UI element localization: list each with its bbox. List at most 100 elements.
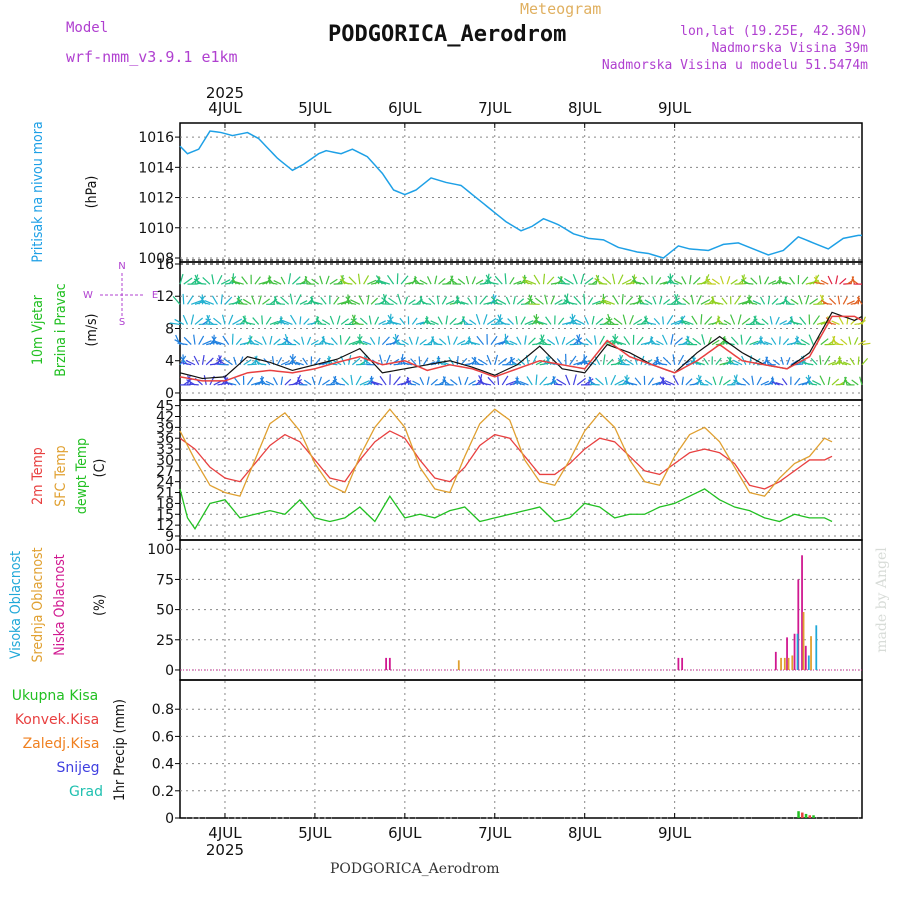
wind-arrow — [505, 342, 514, 346]
wind-arrow — [379, 375, 387, 386]
wind-arrow — [350, 299, 361, 305]
wind-arrow — [381, 336, 390, 346]
y-tick-label: 30 — [156, 453, 174, 469]
wind-arrow — [378, 336, 380, 345]
wind-arrow — [357, 273, 361, 285]
wind-arrow — [392, 336, 402, 346]
wind-arrow — [613, 317, 623, 325]
wind-arrow — [790, 316, 793, 325]
wind-arrow — [789, 276, 796, 285]
wind-arrow — [234, 377, 241, 386]
wind-arrow — [524, 320, 534, 326]
wind-arrow — [243, 359, 252, 366]
wind-arrow — [607, 313, 612, 325]
top-day-label: 4JUL — [208, 99, 242, 117]
wind-arrow — [433, 343, 443, 346]
wind-arrow — [415, 336, 419, 345]
wind-arrow — [834, 343, 844, 346]
wind-arrow — [573, 296, 582, 305]
wind-arrow — [515, 381, 525, 386]
wind-arrow — [819, 375, 826, 386]
wind-arrow — [445, 300, 455, 305]
wind-arrow — [215, 340, 226, 346]
wind-arrow — [355, 335, 363, 345]
wind-arrow — [449, 317, 457, 325]
product-title: Meteogram — [520, 0, 602, 18]
wind-arrow — [467, 337, 473, 345]
wind-arrow — [690, 360, 702, 366]
wind-arrow — [190, 314, 195, 325]
wind-arrow — [545, 316, 552, 325]
wind-arrow — [849, 357, 856, 366]
wind-arrow — [610, 374, 617, 386]
wind-arrow — [426, 376, 430, 386]
wind-arrow — [542, 273, 546, 285]
y-tick-label: 12 — [156, 518, 174, 534]
wind-arrow — [528, 294, 533, 305]
wind-arrow — [816, 321, 826, 326]
cloud-ylabel-low: Niska Oblacnost — [52, 554, 68, 656]
wind-arrow — [419, 279, 428, 285]
wind-arrow — [647, 377, 654, 386]
wind-arrow — [639, 302, 649, 305]
wind-arrow — [252, 317, 260, 325]
panel-frame-pressure — [179, 122, 863, 263]
cloud-ylabel-high: Visoka Oblacnost — [8, 551, 24, 659]
wind-arrow — [837, 295, 841, 305]
wind-arrow — [501, 375, 509, 386]
wind-arrow — [546, 276, 555, 285]
wind-arrow — [292, 361, 301, 366]
wind-arrow — [246, 336, 253, 345]
wind-arrow — [761, 318, 769, 325]
wind-arrow — [183, 336, 192, 346]
wind-arrow — [490, 335, 498, 345]
wind-arrow — [408, 336, 413, 345]
wind-arrow — [428, 297, 436, 305]
wind-arrow — [753, 315, 758, 325]
wind-arrow — [509, 277, 515, 285]
lonlat-info: lon,lat (19.25E, 42.36N) — [680, 24, 868, 39]
wind-arrow — [321, 335, 325, 345]
wind-ylabel-2: Brzina i Pravac — [53, 283, 69, 377]
wind-arrow — [674, 293, 679, 305]
wind-arrow — [445, 315, 449, 325]
wind-arrow — [205, 318, 215, 325]
wind-arrow — [721, 297, 728, 305]
wind-arrow — [691, 315, 698, 325]
wind-arrow — [742, 377, 750, 386]
wind-arrow — [611, 273, 616, 285]
sfc-temp-line — [179, 408, 833, 497]
y-tick-label: 24 — [156, 475, 174, 491]
wind-arrow — [505, 380, 517, 386]
precip-legend-item: Ukupna Kisa — [12, 688, 99, 704]
wind-arrow — [629, 314, 634, 325]
wind-arrow — [756, 323, 765, 326]
wind-dir-s: S — [119, 317, 125, 328]
wind-arrow — [789, 316, 796, 325]
wind-arrow — [348, 318, 357, 325]
wind-arrow — [634, 377, 642, 386]
top-day-label: 9JUL — [658, 99, 692, 117]
wind-arrow — [341, 377, 350, 386]
wind-arrow — [186, 295, 194, 305]
wind-arrow — [662, 316, 664, 325]
model-name: wrf-nmm_v3.9.1 e1km — [66, 48, 238, 66]
wind-arrow — [790, 359, 799, 366]
wind-arrow — [779, 320, 788, 325]
wind-arrow — [399, 317, 406, 325]
wind-arrow — [764, 276, 770, 285]
y-tick-label: 0.2 — [152, 784, 174, 800]
wind-arrow — [606, 358, 614, 366]
wind-arrow — [411, 317, 418, 325]
wind-arrow — [261, 382, 271, 386]
wind-arrow — [179, 273, 184, 285]
wind-arrow — [174, 318, 185, 325]
wind-arrow — [280, 360, 290, 366]
wind-arrow — [469, 341, 480, 346]
wind-arrow — [418, 356, 421, 365]
wind-arrow — [233, 356, 237, 365]
wind-arrow — [540, 334, 545, 345]
wind-arrow — [177, 342, 188, 346]
wind-arrow — [430, 378, 438, 386]
wind-arrow — [339, 335, 342, 345]
